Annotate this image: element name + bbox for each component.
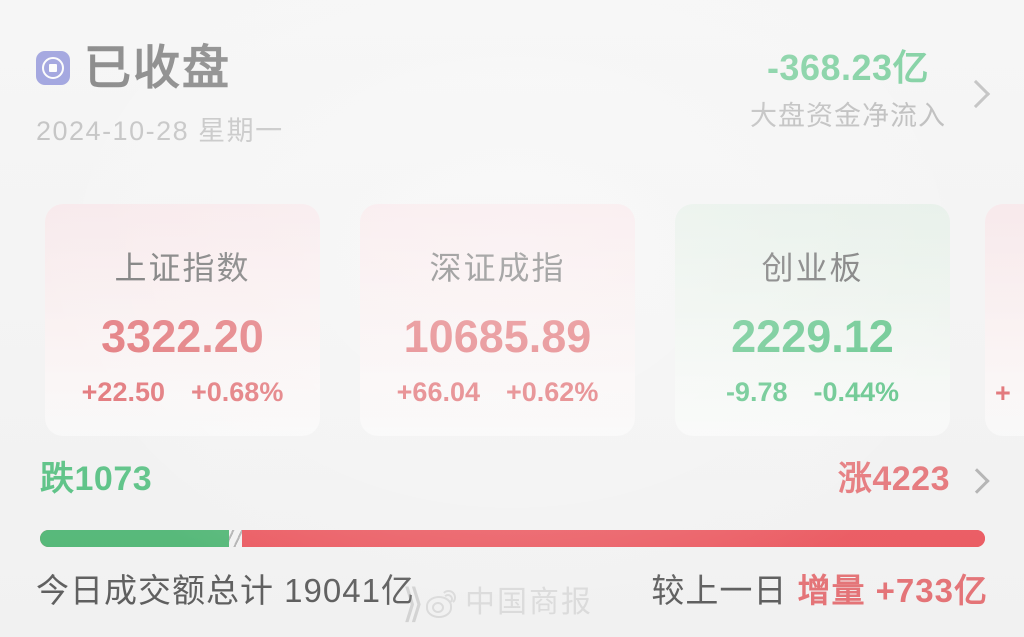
turnover-value: 19041亿 <box>284 572 415 609</box>
breadth-ratio-bar <box>40 530 985 547</box>
turnover-delta-block: 较上一日 增量 +733亿 <box>651 574 988 607</box>
index-card-shenzhen[interactable]: 深证成指 10685.89 +66.04 +0.62% <box>360 204 635 436</box>
header: 已收盘 2024-10-28 星期一 -368.23亿 大盘资金净流入 <box>0 0 1024 186</box>
breadth-bar-advancers <box>242 530 985 547</box>
net-capital-flow-label: 大盘资金净流入 <box>750 100 946 131</box>
index-card-value: 2229.12 <box>731 311 894 362</box>
advancers-count: 涨4223 <box>837 460 950 498</box>
index-card-change: +22.50 <box>81 377 165 407</box>
turnover-compare-label: 较上一日 <box>651 572 788 609</box>
market-breadth[interactable]: 跌1073 涨4223 <box>0 462 1024 554</box>
decliners-count: 跌1073 <box>40 460 153 498</box>
index-card-change-partial: + <box>995 378 1011 408</box>
index-card-value: 3322.20 <box>101 311 264 362</box>
turnover-delta-word: 增量 <box>797 572 866 609</box>
turnover-delta-value: +733亿 <box>875 572 988 609</box>
index-card-chinext[interactable]: 创业板 2229.12 -9.78 -0.44% <box>675 204 950 436</box>
market-closed-icon-ring <box>42 56 64 79</box>
index-card-change: -9.78 <box>725 377 788 407</box>
index-card-name: 上证指数 <box>114 250 251 286</box>
net-capital-flow-block[interactable]: -368.23亿 大盘资金净流入 <box>750 48 946 131</box>
turnover-label: 今日成交额总计 <box>36 572 274 609</box>
index-card-deltas: -9.78 -0.44% <box>675 379 950 406</box>
turnover-footer: 今日成交额总计 19041亿 较上一日 增量 +733亿 <box>0 570 1024 637</box>
index-card-name: 深证成指 <box>429 250 566 286</box>
index-card-shanghai[interactable]: 上证指数 3322.20 +22.50 +0.68% <box>45 204 320 436</box>
breadth-bar-divider <box>229 530 242 547</box>
index-card-value: 10685.89 <box>403 311 592 362</box>
index-card-deltas: +66.04 +0.62% <box>360 379 635 406</box>
index-card-change: +66.04 <box>396 377 480 407</box>
breadth-bar-decliners <box>40 530 229 547</box>
date-text: 2024-10-28 星期一 <box>36 116 284 146</box>
market-status-text: 已收盘 <box>84 41 231 94</box>
index-card-deltas: +22.50 +0.68% <box>45 379 320 406</box>
net-capital-flow-value: -368.23亿 <box>766 47 930 88</box>
index-card-next-partial[interactable]: + <box>985 204 1024 436</box>
market-closed-icon <box>36 50 70 85</box>
chevron-right-icon[interactable] <box>964 468 990 494</box>
index-card-change-pct: -0.44% <box>813 377 900 407</box>
index-card-change-pct: +0.62% <box>506 377 599 407</box>
index-card-change-pct: +0.68% <box>191 377 284 407</box>
market-status-group: 已收盘 <box>36 44 231 91</box>
chevron-right-icon[interactable] <box>961 79 991 109</box>
index-card-name: 创业板 <box>761 250 864 286</box>
market-closed-icon-square <box>49 63 57 72</box>
turnover-block: 今日成交额总计 19041亿 <box>36 574 415 607</box>
index-cards: 上证指数 3322.20 +22.50 +0.68% 深证成指 10685.89… <box>0 204 1024 436</box>
